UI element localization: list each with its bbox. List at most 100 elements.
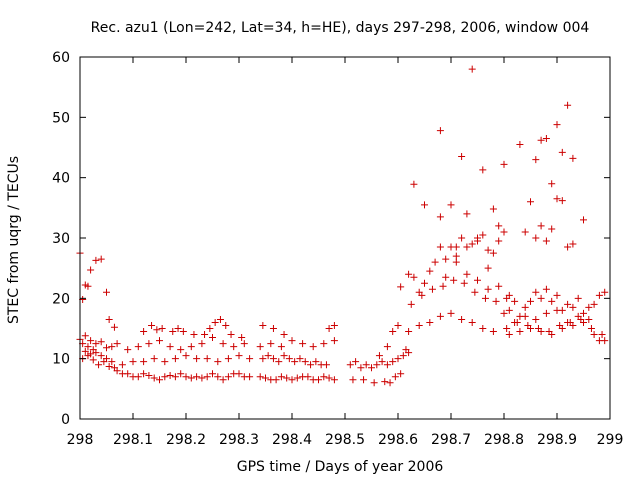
data-point <box>569 154 577 162</box>
data-point <box>352 358 360 366</box>
data-point <box>558 148 566 156</box>
data-point <box>532 288 540 296</box>
data-point <box>402 346 410 354</box>
data-point <box>81 347 89 355</box>
data-point <box>479 231 487 239</box>
data-point <box>156 337 163 345</box>
data-point <box>150 374 158 382</box>
data-point <box>187 343 195 351</box>
data-point <box>383 361 391 369</box>
data-point <box>537 136 545 144</box>
data-point <box>542 134 550 142</box>
data-point <box>301 358 309 366</box>
data-point <box>521 312 529 320</box>
data-point <box>505 331 513 339</box>
data-point <box>580 309 587 317</box>
data-point <box>103 344 110 352</box>
data-point <box>585 303 593 311</box>
x-tick-label: 298 <box>67 432 94 448</box>
data-point <box>558 197 566 205</box>
data-point <box>95 361 103 369</box>
data-point <box>150 355 158 363</box>
data-point <box>209 370 216 378</box>
y-tick-label: 50 <box>52 110 70 126</box>
data-point <box>190 331 198 339</box>
data-point <box>532 234 540 242</box>
data-point <box>458 153 466 161</box>
data-point <box>511 318 519 326</box>
data-point <box>113 340 121 348</box>
y-tick-label: 30 <box>52 231 70 247</box>
data-point <box>227 331 235 339</box>
data-point <box>442 273 450 281</box>
data-point <box>280 352 288 360</box>
data-point <box>532 156 540 164</box>
data-point <box>105 363 113 371</box>
data-point <box>177 370 185 378</box>
x-tick-label: 298.2 <box>166 432 206 448</box>
data-point <box>580 318 587 326</box>
data-point <box>129 358 137 366</box>
data-point <box>495 222 503 230</box>
data-point <box>463 243 471 251</box>
data-point <box>203 355 211 363</box>
data-point <box>267 340 275 348</box>
y-axis-label: STEC from uqrg / TECUs <box>6 156 22 324</box>
data-point <box>484 246 492 254</box>
data-point <box>548 297 556 305</box>
data-point <box>124 370 132 378</box>
data-point <box>140 358 148 366</box>
data-point <box>489 249 497 257</box>
data-point <box>269 355 277 363</box>
data-point <box>240 340 248 348</box>
data-point <box>495 282 503 290</box>
data-point <box>145 372 153 380</box>
data-point <box>320 373 328 381</box>
data-point <box>598 331 606 339</box>
data-point <box>283 374 291 382</box>
data-point <box>118 361 126 369</box>
data-point <box>216 315 224 323</box>
x-axis-ticks: 298 298.1 298.2 298.3 298.4 298.5 298.6 298.7 29… <box>67 57 623 448</box>
data-point <box>468 65 476 73</box>
data-point <box>516 328 524 336</box>
data-point <box>479 325 487 332</box>
data-point <box>558 325 566 332</box>
y-tick-label: 60 <box>52 50 70 66</box>
data-point <box>516 140 524 148</box>
data-point <box>381 378 389 386</box>
x-tick-label: 298.1 <box>113 432 153 448</box>
data-point <box>527 297 534 305</box>
data-point <box>209 334 216 342</box>
data-point <box>484 285 492 293</box>
data-point <box>511 297 519 305</box>
data-point <box>527 198 534 206</box>
data-point <box>595 337 603 345</box>
x-tick-label: 298.8 <box>484 432 524 448</box>
data-point <box>288 376 296 384</box>
data-point <box>277 343 285 351</box>
data-point <box>431 258 439 266</box>
data-point <box>92 349 100 357</box>
data-point <box>259 321 267 329</box>
data-point <box>275 358 283 366</box>
x-axis-label: GPS time / Days of year 2006 <box>237 459 444 475</box>
data-point <box>134 343 142 351</box>
data-point <box>463 270 471 278</box>
data-point <box>574 294 582 302</box>
data-point <box>357 364 365 372</box>
data-point <box>259 355 267 363</box>
data-point <box>548 180 556 188</box>
data-point <box>489 328 497 336</box>
data-point <box>574 312 582 320</box>
data-point <box>103 288 110 296</box>
data-point <box>537 222 545 230</box>
data-point <box>421 279 428 287</box>
data-point <box>601 288 609 296</box>
data-point <box>397 370 405 378</box>
data-point <box>521 303 529 311</box>
data-point <box>246 373 254 381</box>
data-point <box>360 376 368 384</box>
x-tick-label: 298.3 <box>219 432 259 448</box>
data-point <box>458 315 466 323</box>
